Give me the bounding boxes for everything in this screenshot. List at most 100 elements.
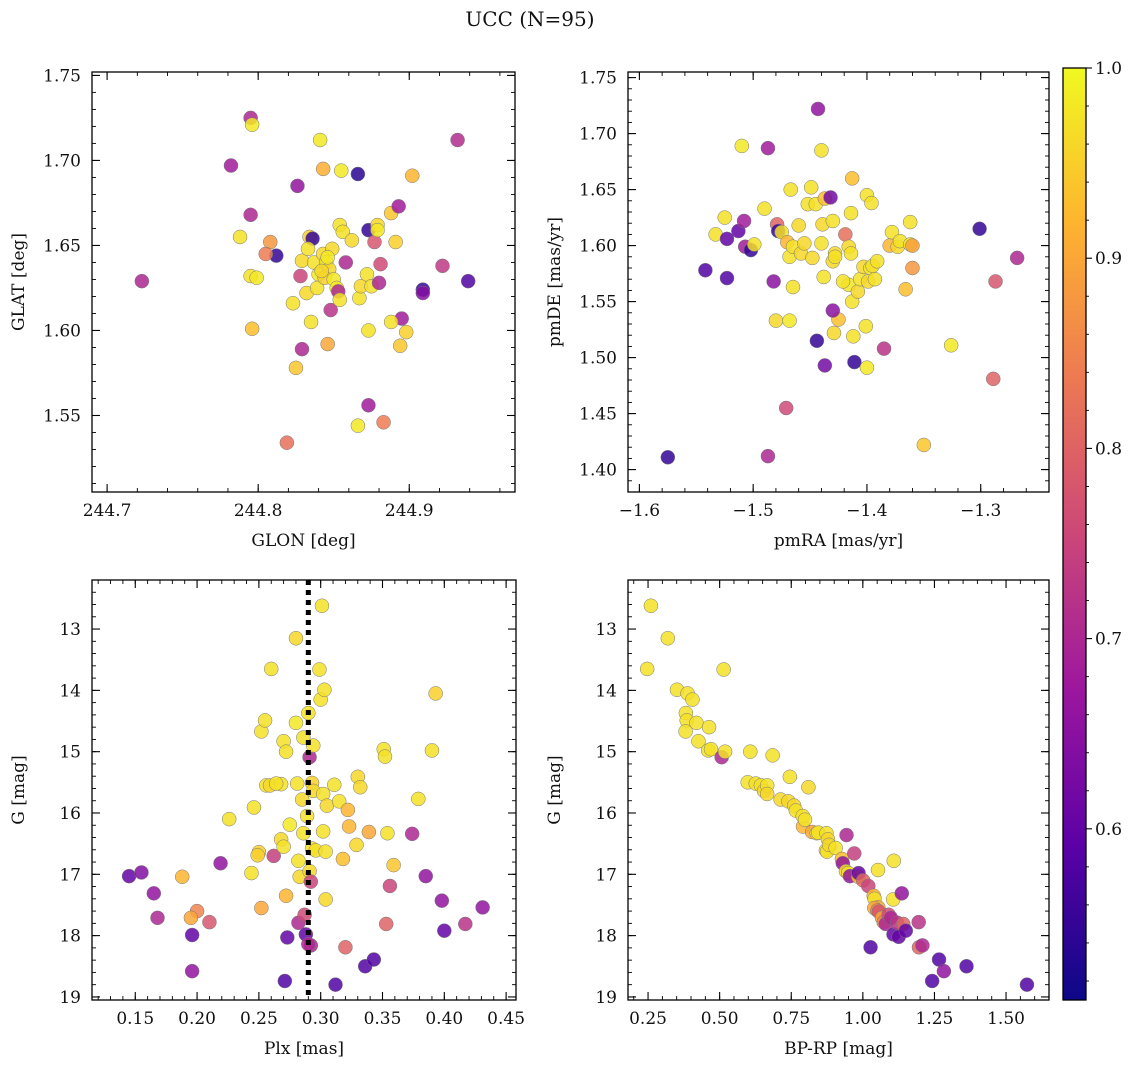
data-point bbox=[936, 963, 952, 979]
x-tick-label: 0.35 bbox=[364, 1009, 402, 1029]
data-point bbox=[121, 868, 137, 884]
data-point bbox=[435, 258, 450, 274]
data-point bbox=[258, 246, 273, 262]
y-tick-label: 15 bbox=[59, 743, 81, 763]
y-tick-label: 1.60 bbox=[579, 237, 617, 257]
data-point bbox=[418, 868, 434, 884]
data-point bbox=[867, 271, 883, 287]
data-point bbox=[367, 234, 382, 250]
data-point bbox=[254, 900, 269, 916]
data-point bbox=[905, 260, 920, 276]
data-point bbox=[736, 213, 752, 229]
y-tick-label: 1.70 bbox=[43, 151, 81, 171]
y-tick-label: 1.40 bbox=[579, 461, 617, 481]
data-point bbox=[183, 910, 199, 926]
data-point bbox=[847, 846, 862, 861]
x-tick-label: 0.75 bbox=[772, 1009, 810, 1029]
data-point bbox=[349, 837, 364, 853]
data-point bbox=[249, 270, 264, 285]
data-point bbox=[361, 398, 376, 413]
data-point bbox=[288, 715, 304, 731]
y-axis-label: G [mag] bbox=[545, 755, 565, 824]
data-point bbox=[392, 338, 408, 354]
data-point bbox=[760, 140, 776, 156]
data-point bbox=[174, 869, 190, 885]
y-tick-label: 1.70 bbox=[579, 125, 617, 145]
data-point bbox=[278, 744, 294, 759]
data-point bbox=[309, 280, 325, 296]
data-point bbox=[458, 916, 473, 932]
data-point bbox=[282, 817, 298, 832]
data-point bbox=[290, 178, 305, 194]
data-point bbox=[134, 273, 150, 289]
points bbox=[639, 598, 1035, 992]
data-point bbox=[898, 282, 913, 297]
data-point bbox=[318, 844, 333, 859]
data-point bbox=[943, 338, 959, 353]
data-point bbox=[294, 341, 310, 357]
x-tick-label: −1.3 bbox=[960, 501, 1001, 521]
data-point bbox=[765, 748, 780, 763]
y-axis-label: G [mag] bbox=[9, 755, 29, 824]
x-axis-label: GLON [deg] bbox=[251, 531, 355, 551]
x-tick-label: −1.5 bbox=[733, 501, 774, 521]
y-tick-label: 15 bbox=[595, 743, 617, 763]
data-point bbox=[797, 236, 812, 251]
colorbar-tick-label: 0.6 bbox=[1095, 820, 1122, 840]
data-point bbox=[314, 263, 329, 279]
data-point bbox=[791, 218, 806, 233]
data-point bbox=[782, 313, 797, 328]
data-point bbox=[268, 776, 284, 791]
data-point bbox=[801, 779, 816, 795]
data-point bbox=[716, 662, 731, 677]
y-tick-label: 1.50 bbox=[579, 349, 617, 369]
data-point bbox=[835, 274, 851, 289]
data-point bbox=[450, 132, 465, 148]
data-point bbox=[328, 977, 343, 992]
data-point bbox=[344, 233, 360, 248]
data-point bbox=[320, 336, 335, 352]
y-tick-label: 1.75 bbox=[579, 69, 617, 89]
points bbox=[134, 110, 476, 450]
data-point bbox=[660, 630, 676, 646]
data-point bbox=[318, 892, 333, 907]
data-point bbox=[146, 886, 162, 901]
x-tick-label: 244.7 bbox=[83, 501, 132, 521]
points bbox=[121, 598, 490, 992]
colorbar-tick-label: 0.7 bbox=[1095, 630, 1122, 650]
data-point bbox=[323, 302, 338, 318]
data-point bbox=[717, 210, 732, 225]
data-point bbox=[827, 249, 843, 265]
x-tick-label: 244.9 bbox=[385, 501, 434, 521]
data-point bbox=[859, 360, 875, 375]
data-point bbox=[288, 630, 304, 646]
x-tick-label: 0.50 bbox=[701, 1009, 739, 1029]
data-point bbox=[320, 250, 335, 265]
data-point bbox=[380, 825, 395, 841]
x-tick-label: 0.15 bbox=[116, 1009, 154, 1029]
data-point bbox=[843, 246, 859, 261]
data-point bbox=[858, 318, 874, 334]
data-point bbox=[202, 914, 217, 930]
x-tick-label: 0.40 bbox=[425, 1009, 463, 1029]
data-point bbox=[805, 250, 820, 266]
data-point bbox=[915, 938, 930, 953]
data-point bbox=[797, 812, 813, 827]
data-point bbox=[332, 292, 348, 308]
data-point bbox=[814, 236, 829, 251]
y-tick-label: 17 bbox=[595, 865, 617, 885]
data-point bbox=[475, 900, 490, 915]
data-point bbox=[759, 786, 775, 802]
data-point bbox=[734, 138, 750, 154]
data-point bbox=[334, 163, 349, 178]
points bbox=[660, 101, 1025, 465]
data-point bbox=[437, 923, 452, 938]
plot-frame bbox=[91, 579, 517, 1001]
x-tick-label: 0.20 bbox=[178, 1009, 216, 1029]
data-point bbox=[315, 161, 331, 177]
data-point bbox=[317, 682, 332, 698]
data-point bbox=[319, 798, 335, 813]
data-point bbox=[678, 724, 693, 739]
data-point bbox=[814, 143, 829, 158]
plot-frame bbox=[91, 71, 516, 493]
